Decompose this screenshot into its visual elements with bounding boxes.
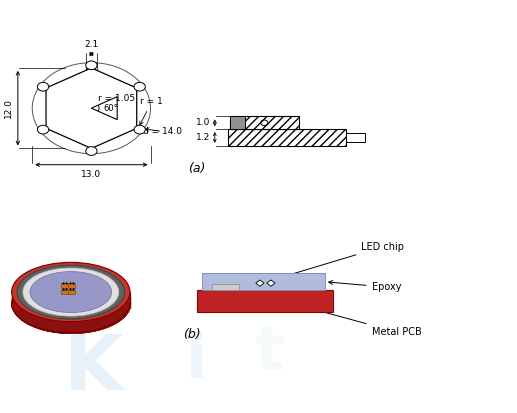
Polygon shape [12, 297, 130, 308]
Circle shape [134, 82, 145, 91]
Text: i: i [186, 331, 207, 391]
Ellipse shape [12, 273, 130, 333]
Ellipse shape [12, 262, 130, 322]
Text: 13.0: 13.0 [81, 170, 101, 179]
Text: d = 14.0: d = 14.0 [143, 127, 182, 136]
Polygon shape [267, 280, 275, 286]
Text: (b): (b) [183, 328, 201, 341]
Bar [60, 290, 68, 294]
Bar [230, 116, 245, 129]
Circle shape [37, 125, 49, 134]
Text: Metal PCB: Metal PCB [299, 304, 421, 337]
Text: t: t [254, 323, 284, 383]
Text: (a): (a) [188, 161, 205, 175]
Polygon shape [256, 280, 264, 286]
Text: 1.0: 1.0 [196, 118, 210, 127]
Text: r = 1.05: r = 1.05 [98, 94, 134, 103]
Ellipse shape [17, 265, 125, 319]
Text: 1.2: 1.2 [196, 133, 210, 142]
Bar [60, 283, 68, 288]
Text: 60°: 60° [104, 104, 118, 113]
Bar [212, 284, 239, 290]
Text: 2.1: 2.1 [84, 40, 99, 49]
Circle shape [37, 82, 49, 91]
Bar [227, 129, 346, 146]
Bar [197, 290, 333, 312]
Circle shape [134, 125, 145, 134]
Circle shape [86, 61, 97, 70]
Text: Epoxy: Epoxy [329, 280, 401, 292]
Circle shape [86, 147, 97, 155]
Text: 12.0: 12.0 [4, 98, 13, 118]
Text: r = 1: r = 1 [140, 97, 163, 125]
Ellipse shape [23, 268, 119, 316]
Bar [346, 133, 366, 142]
Bar [68, 290, 75, 294]
Bar [230, 116, 299, 129]
Text: LED chip: LED chip [276, 242, 404, 280]
Text: K: K [64, 332, 124, 406]
Bar [202, 273, 325, 290]
Ellipse shape [30, 272, 112, 313]
Bar [68, 283, 75, 288]
